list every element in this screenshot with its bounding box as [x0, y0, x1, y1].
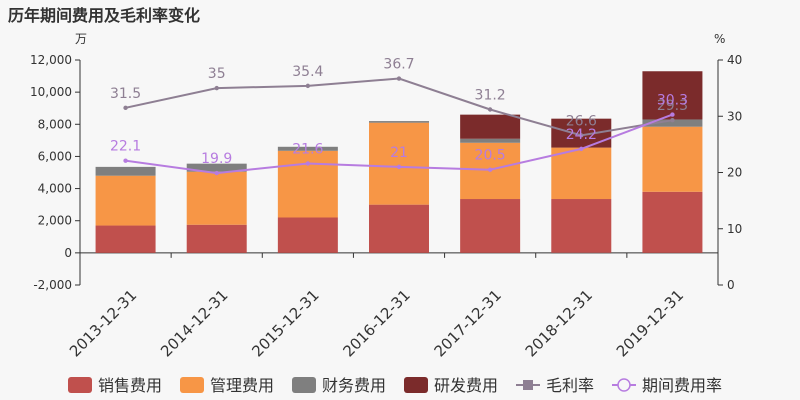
point-毛利率 [670, 117, 675, 123]
point-毛利率 [487, 107, 493, 112]
y-right-tick-label: 20 [727, 166, 742, 180]
legend-label: 管理费用 [210, 376, 274, 395]
y-left-tick-label: 12,000 [30, 53, 72, 67]
data-label-期间费用率: 20.5 [475, 148, 506, 164]
point-期间费用率 [123, 158, 128, 163]
bar-管理费用 [551, 147, 612, 200]
bar-财务费用 [551, 252, 612, 254]
point-期间费用率 [396, 164, 402, 170]
bar-财务费用 [460, 138, 521, 143]
bar-财务费用 [277, 146, 338, 151]
legend-label: 销售费用 [98, 376, 162, 395]
data-label-期间费用率: 21 [390, 145, 408, 161]
data-label-毛利率: 35 [208, 66, 226, 82]
point-毛利率 [305, 83, 311, 89]
legend-swatch [180, 377, 204, 393]
data-label-期间费用率: 19.9 [201, 151, 232, 167]
y-right-tick-label: 0 [727, 278, 735, 292]
x-tick-label: 2017-12-31 [431, 286, 505, 360]
data-label-期间费用率: 24.2 [566, 127, 597, 143]
y-right-unit: % [714, 32, 725, 46]
x-tick-label: 2014-12-31 [157, 286, 231, 360]
bar-财务费用 [642, 119, 703, 127]
legend-label: 研发费用 [434, 376, 498, 395]
bar-管理费用 [277, 150, 338, 218]
y-left-unit: 万 [75, 32, 87, 46]
x-tick-label: 2013-12-31 [66, 286, 140, 360]
plot-area: -2,000 0 2,000 4,000 6,000 8,000 10,000 12,000 0… [30, 53, 742, 360]
legend-label: 期间费用率 [642, 376, 722, 395]
chart-title: 历年期间费用及毛利率变化 [8, 6, 200, 25]
y-left-tick-label: 2,000 [38, 214, 72, 228]
point-期间费用率 [305, 161, 311, 166]
y-right-tick-label: 10 [727, 222, 742, 236]
data-label-毛利率: 29.3 [657, 98, 688, 114]
data-label-期间费用率: 30.3 [657, 93, 688, 109]
x-tick-label: 2018-12-31 [522, 286, 596, 360]
data-label-毛利率: 31.5 [110, 86, 141, 102]
bar-研发费用 [460, 114, 521, 139]
data-label-毛利率: 36.7 [383, 57, 414, 73]
data-label-毛利率: 26.6 [566, 113, 597, 129]
x-tick-label: 2016-12-31 [339, 286, 413, 360]
bar-销售费用 [95, 225, 156, 253]
bar-财务费用 [369, 121, 429, 123]
legend-marker [523, 380, 533, 390]
bar-研发费用 [642, 71, 703, 120]
point-毛利率 [214, 85, 219, 91]
point-期间费用率 [579, 146, 584, 152]
bar-销售费用 [460, 199, 521, 253]
legend-marker [617, 378, 631, 392]
data-label-期间费用率: 21.6 [292, 142, 323, 158]
bar-销售费用 [369, 204, 429, 253]
legend-swatch [68, 377, 92, 393]
point-毛利率 [579, 133, 584, 138]
x-tick-label: 2015-12-31 [248, 286, 322, 360]
point-毛利率 [396, 76, 402, 81]
bar-销售费用 [277, 217, 338, 253]
legend-label: 毛利率 [546, 376, 594, 395]
y-left-tick-label: 0 [64, 246, 72, 260]
y-left-tick-label: 8,000 [38, 117, 72, 131]
bar-财务费用 [95, 166, 156, 176]
legend-label: 财务费用 [322, 376, 386, 395]
bar-管理费用 [369, 122, 429, 205]
bar-管理费用 [95, 175, 156, 226]
y-left-tick-label: 6,000 [38, 149, 72, 163]
data-label-毛利率: 35.4 [292, 64, 323, 80]
data-label-毛利率: 31.2 [475, 88, 506, 104]
legend: 销售费用 管理费用 财务费用 研发费用 毛利率 期间费用率 [68, 376, 722, 395]
point-期间费用率 [670, 112, 675, 117]
y-right-tick-label: 40 [727, 53, 742, 67]
bar-研发费用 [551, 118, 612, 148]
bar-管理费用 [186, 171, 247, 225]
bar-销售费用 [551, 199, 612, 253]
bar-销售费用 [642, 191, 703, 253]
bar-财务费用 [186, 163, 247, 172]
y-left-tick-label: 4,000 [38, 182, 72, 196]
point-毛利率 [123, 105, 128, 111]
legend-swatch [404, 377, 428, 393]
y-right-tick-label: 30 [727, 109, 742, 123]
bar-销售费用 [186, 224, 247, 253]
point-期间费用率 [214, 170, 219, 176]
legend-swatch [292, 377, 316, 393]
y-left-tick-label: 10,000 [30, 85, 72, 99]
data-label-期间费用率: 22.1 [110, 139, 141, 155]
bar-管理费用 [642, 126, 703, 192]
x-tick-label: 2019-12-31 [613, 286, 687, 360]
y-left-tick-label: -2,000 [33, 278, 72, 292]
point-期间费用率 [487, 167, 493, 172]
